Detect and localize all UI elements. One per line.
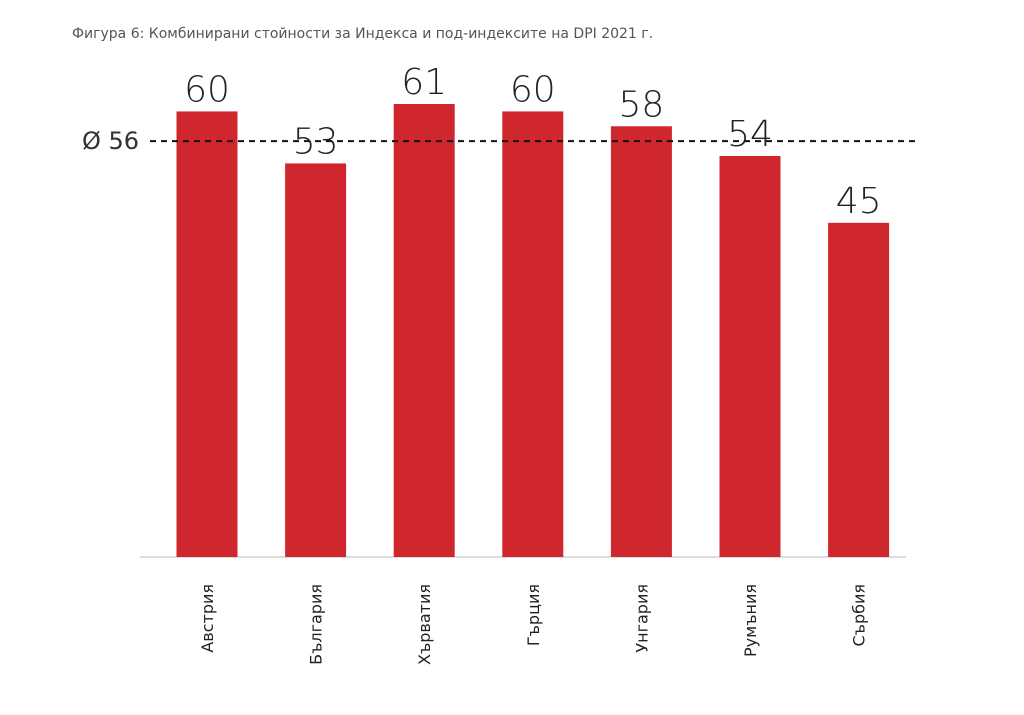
bar-2 [285, 163, 347, 557]
bar-4 [502, 111, 564, 557]
average-label: Ø 56 [82, 127, 139, 155]
bar-1 [176, 111, 238, 557]
value-label-2: 53 [293, 121, 339, 162]
bar-5 [610, 126, 672, 557]
value-labels-group: 60 53 61 60 58 54 45 [184, 62, 881, 222]
value-label-7: 45 [836, 181, 882, 222]
category-label-7: Сърбия [850, 584, 869, 647]
bar-3 [393, 104, 455, 557]
bar-7 [828, 222, 890, 557]
bars-group [176, 104, 890, 557]
category-label-3: Хърватия [415, 584, 434, 665]
category-label-4: Гърция [524, 584, 543, 646]
category-labels-group: Австрия България Хърватия Гърция Унгария Румъ… [198, 584, 869, 665]
value-label-4: 60 [510, 69, 556, 110]
bar-6 [719, 155, 781, 557]
category-label-1: Австрия [198, 584, 217, 653]
category-label-6: Румъния [741, 584, 760, 657]
category-label-5: Унгария [632, 584, 651, 653]
category-label-2: България [307, 584, 326, 665]
value-label-5: 58 [618, 84, 664, 125]
value-label-3: 61 [401, 62, 447, 103]
chart-title: Фигура 6: Комбинирани стойности за Индек… [72, 26, 654, 42]
value-label-6: 54 [727, 114, 773, 155]
value-label-1: 60 [184, 69, 230, 110]
